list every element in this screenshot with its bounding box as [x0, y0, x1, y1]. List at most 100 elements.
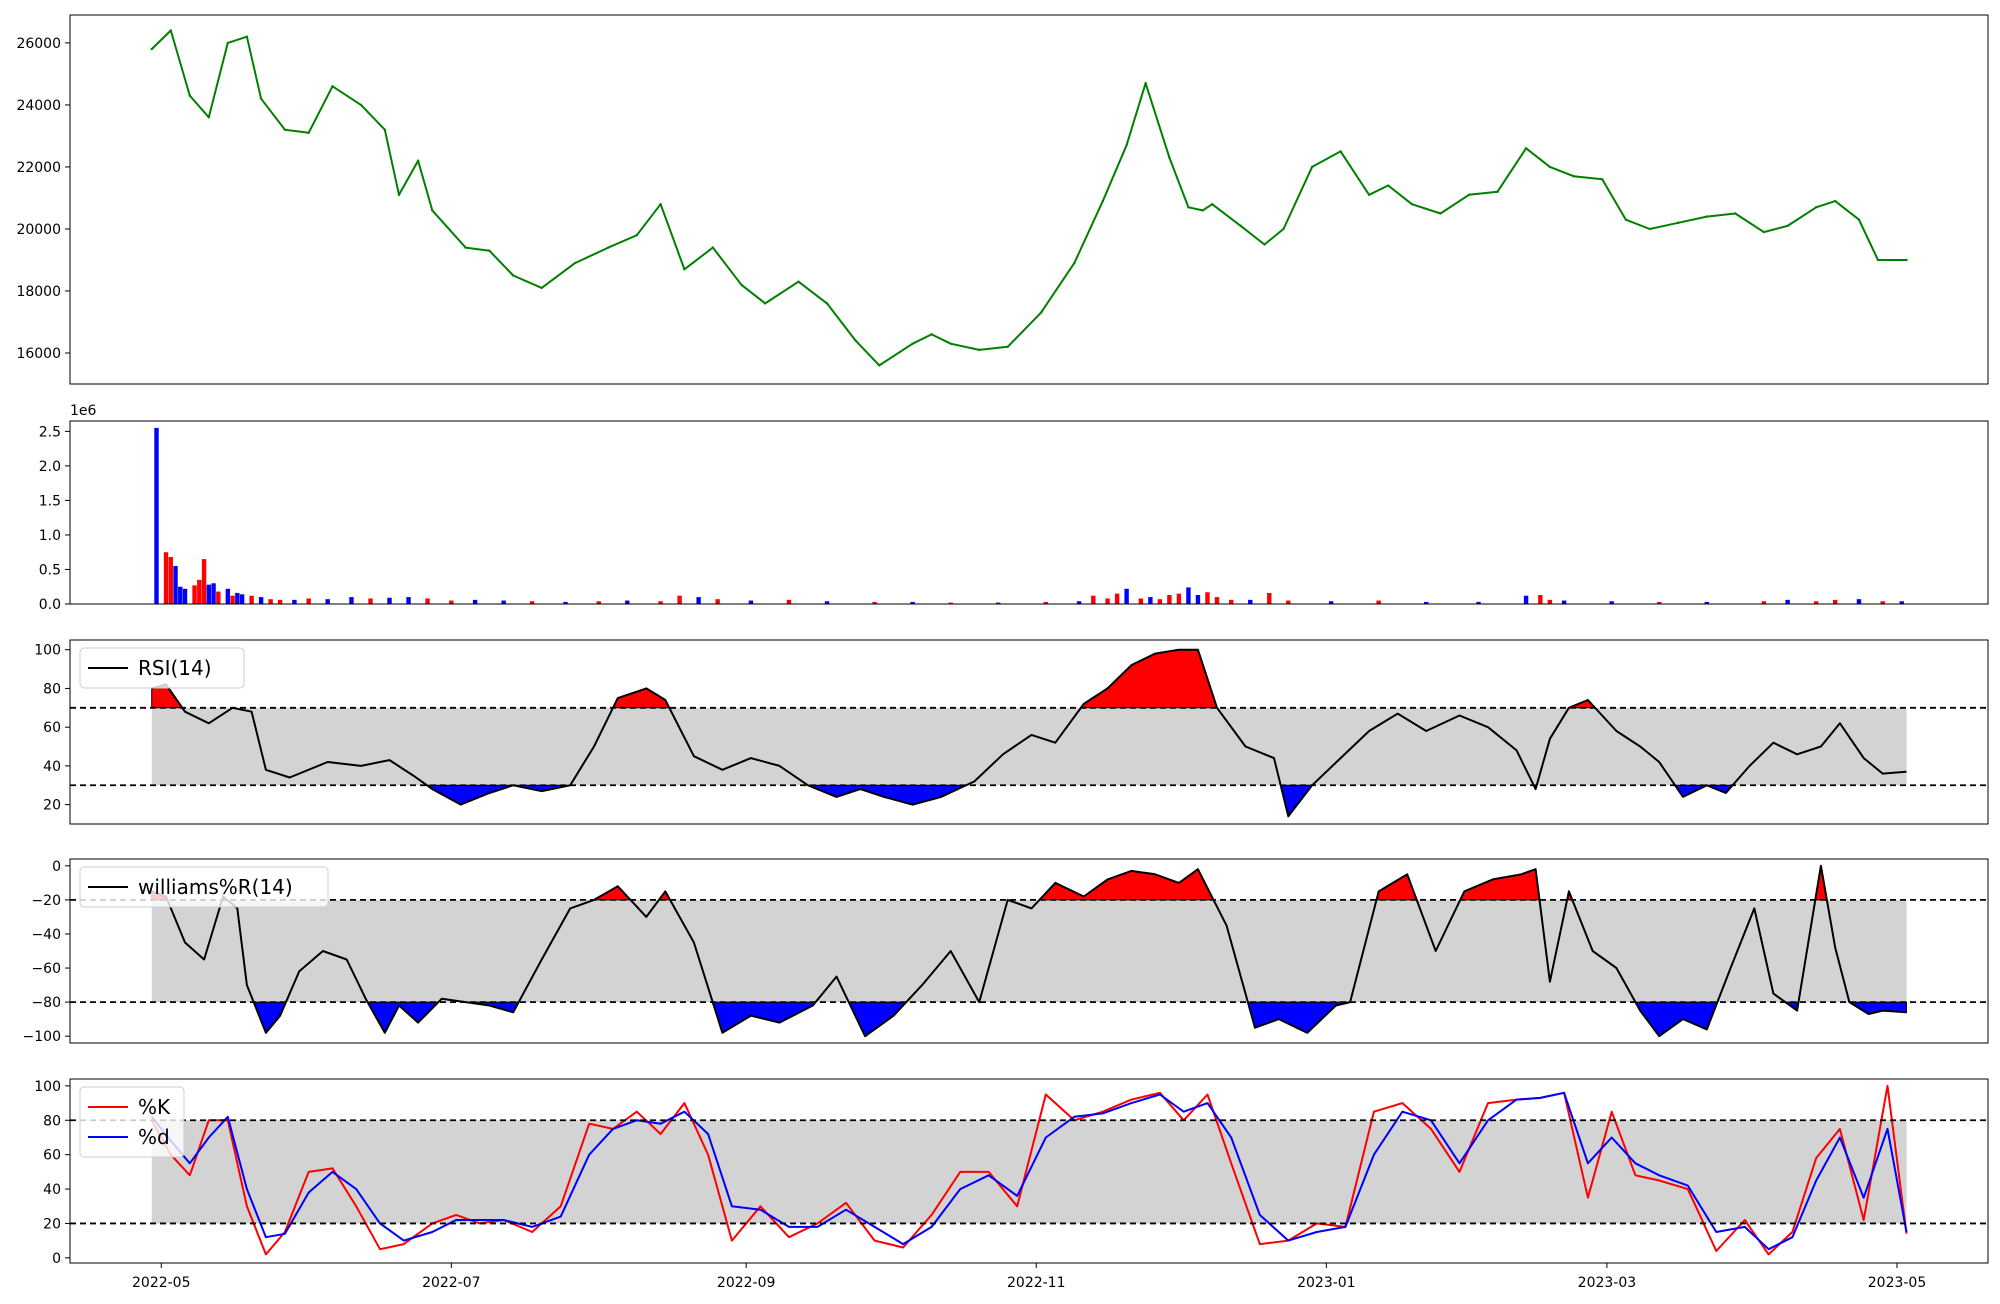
volume-bar: [1899, 601, 1904, 604]
volume-bar: [677, 595, 682, 604]
volume-bar: [216, 591, 221, 604]
price-point: [383, 128, 386, 131]
price-point: [1144, 82, 1147, 85]
volume-bar: [1205, 592, 1210, 604]
volume-exponent-label: 1e6: [70, 403, 97, 419]
price-ytick-label: 24000: [16, 98, 61, 114]
price-point: [1006, 345, 1009, 348]
volume-bar: [268, 599, 273, 604]
volume-bar: [658, 601, 663, 604]
stochastic-k-line: [150, 1084, 1908, 1256]
williams-ytick-label: −100: [23, 1029, 61, 1045]
volume-bar: [1813, 601, 1819, 604]
volume-panel-frame: [69, 420, 1989, 605]
williams-ytick-label: −40: [31, 927, 61, 943]
x-axis-tick-label: 2022-05: [132, 1275, 191, 1291]
stochastic-ytick-label: 100: [34, 1079, 61, 1095]
price-point: [416, 159, 420, 162]
volume-bar: [563, 601, 568, 604]
volume-bar: [1609, 601, 1614, 604]
volume-bar: [163, 552, 169, 604]
price-point: [659, 202, 662, 206]
price-point: [573, 261, 577, 265]
volume-bar: [1167, 595, 1172, 604]
price-point: [763, 302, 767, 305]
price-point: [397, 193, 401, 197]
volume-bar: [748, 600, 754, 604]
volume-bar: [277, 599, 283, 604]
price-ytick-label: 20000: [16, 222, 61, 238]
williams-ytick-label: −60: [31, 961, 61, 977]
price-point: [1905, 258, 1908, 262]
price-point: [540, 286, 543, 290]
price-point: [977, 348, 981, 352]
price-point: [226, 41, 230, 45]
volume-bar: [1328, 601, 1334, 604]
price-point: [911, 342, 914, 345]
price-point: [511, 274, 515, 277]
price-point: [259, 97, 263, 100]
volume-bar: [258, 597, 264, 604]
volume-bar: [225, 588, 231, 604]
price-point: [1624, 218, 1628, 221]
volume-bar: [1424, 601, 1429, 604]
volume-bar: [824, 601, 830, 604]
volume-bar: [1523, 595, 1529, 604]
volume-bar: [872, 601, 877, 604]
price-point: [949, 342, 952, 345]
price-point: [1705, 215, 1708, 218]
volume-bar: [1785, 599, 1790, 604]
stochastic-panel-frame: [69, 1078, 1989, 1264]
volume-bar: [197, 579, 202, 604]
volume-bar: [529, 601, 535, 604]
price-point: [797, 280, 800, 283]
price-point: [188, 94, 191, 97]
price-point: [331, 85, 334, 88]
volume-bar: [1124, 588, 1129, 604]
stochastic-ytick-label: 40: [43, 1182, 61, 1198]
williams-legend-label: williams%R(14): [138, 875, 293, 899]
price-point: [1125, 144, 1128, 147]
volume-bar: [249, 595, 254, 604]
stochastic-d-line: [150, 1091, 1908, 1251]
price-point: [464, 246, 467, 249]
price-point: [1367, 193, 1371, 197]
volume-bar: [472, 599, 478, 604]
volume-bar: [211, 583, 216, 604]
price-point: [854, 339, 857, 342]
stochastic-ytick-label: 60: [43, 1148, 61, 1164]
williams-oversold-fill: [366, 1001, 440, 1034]
volume-bar: [948, 602, 953, 604]
rsi-legend-label: RSI(14): [138, 656, 212, 680]
volume-bar: [173, 566, 178, 604]
price-point: [1857, 218, 1861, 221]
price-point: [169, 29, 172, 32]
price-panel-frame: [69, 14, 1989, 385]
williams-band: [151, 899, 1907, 1003]
price-point: [1310, 165, 1314, 169]
price-point: [1168, 156, 1171, 159]
volume-bar: [625, 600, 630, 604]
williams-legend-box: [79, 866, 329, 908]
price-point: [1239, 224, 1242, 228]
volume-plot-area: [154, 427, 1904, 604]
volume-bar: [696, 597, 701, 604]
price-point: [1039, 311, 1043, 314]
stochastic-legend-label: %d: [138, 1125, 170, 1149]
price-point: [1572, 175, 1575, 178]
volume-ytick-label: 1.5: [39, 493, 61, 509]
volume-bar: [292, 599, 297, 604]
williams-overbought-fill: [1459, 868, 1541, 901]
price-point: [683, 268, 686, 271]
volume-bar: [1043, 601, 1048, 604]
williams-plot-area: [151, 864, 1907, 1038]
volume-bar: [239, 594, 245, 604]
volume-bar: [1138, 598, 1144, 604]
price-point: [825, 302, 829, 305]
price-point: [207, 116, 211, 119]
williams-overbought-fill: [1375, 873, 1418, 901]
price-ytick-label: 18000: [16, 284, 61, 300]
volume-bar: [1286, 600, 1291, 604]
volume-bar: [154, 427, 159, 604]
price-point: [1600, 178, 1604, 181]
